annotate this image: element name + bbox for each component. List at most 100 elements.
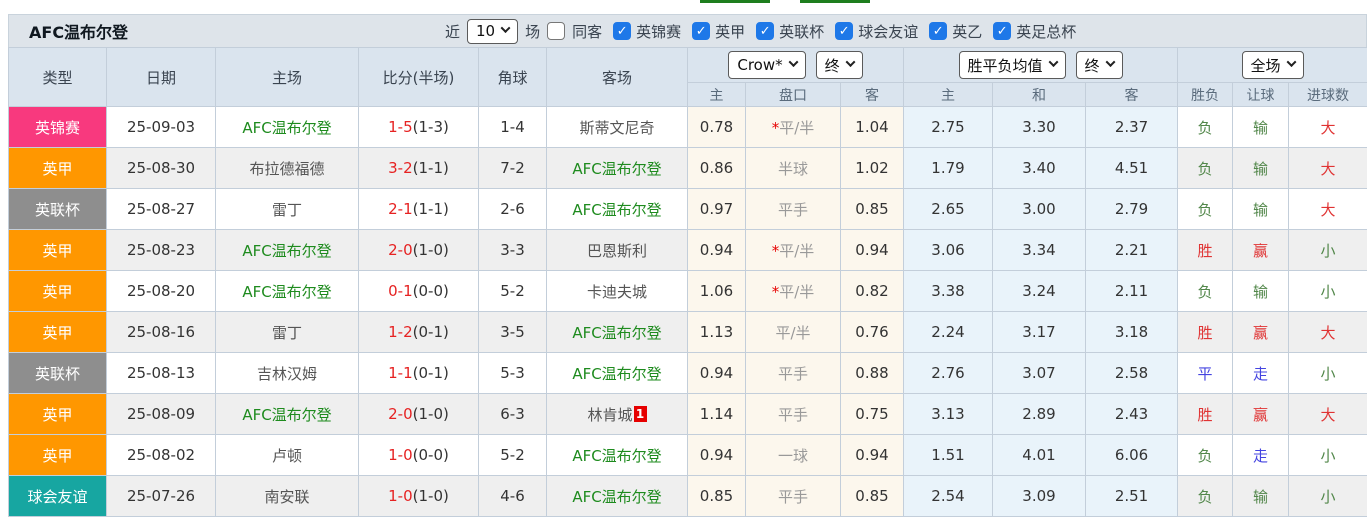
league-filter-checkbox[interactable]: ✓ bbox=[993, 22, 1012, 40]
avg-draw-cell: 3.00 bbox=[992, 188, 1086, 230]
odds-home-cell: 0.97 bbox=[687, 188, 746, 230]
away-team-name: 巴恩斯利 bbox=[586, 241, 647, 260]
halftime-score: (1-1) bbox=[412, 200, 449, 218]
away-team-name: AFC温布尔登 bbox=[572, 323, 662, 342]
odds-source-select[interactable]: Crow* bbox=[728, 51, 806, 79]
fulltime-score: 2-1 bbox=[388, 200, 413, 218]
check-icon: ✓ bbox=[695, 23, 707, 39]
league-filter-label: 英乙 bbox=[952, 22, 983, 41]
league-filter-checkbox[interactable]: ✓ bbox=[692, 22, 711, 40]
avg-draw-cell: 3.40 bbox=[992, 147, 1086, 189]
avg-draw-cell: 3.09 bbox=[992, 475, 1086, 517]
halftime-score: (1-0) bbox=[412, 405, 449, 423]
score-cell: 1-1(0-1) bbox=[358, 352, 479, 394]
league-filter-label: 英足总杯 bbox=[1016, 22, 1077, 41]
avg-away-cell: 2.43 bbox=[1084, 393, 1179, 435]
odds-home-cell: 0.86 bbox=[687, 147, 746, 189]
fulltime-score: 1-5 bbox=[388, 118, 413, 136]
odds-away-cell: 1.02 bbox=[840, 147, 904, 189]
odds-home-cell: 1.13 bbox=[687, 311, 746, 353]
match-row: 英甲 25-08-23 AFC温布尔登 2-0(1-0) 3-3 巴恩斯利 0.… bbox=[8, 229, 1367, 271]
avg-time-select[interactable]: 终 bbox=[1075, 51, 1123, 79]
same-away-checkbox[interactable] bbox=[547, 22, 566, 40]
match-row: 英甲 25-08-20 AFC温布尔登 0-1(0-0) 5-2 卡迪夫城 1.… bbox=[8, 270, 1367, 312]
home-team-cell: 布拉德福德 bbox=[215, 147, 359, 189]
handicap-result-cell: 走 bbox=[1232, 352, 1290, 394]
home-team-cell: AFC温布尔登 bbox=[215, 229, 359, 271]
halftime-score: (1-1) bbox=[412, 159, 449, 177]
chevron-down-icon bbox=[500, 23, 511, 34]
handicap-result-cell: 赢 bbox=[1232, 229, 1290, 271]
handicap-star: * bbox=[771, 282, 780, 301]
away-team-name: AFC温布尔登 bbox=[572, 446, 662, 465]
score-cell: 3-2(1-1) bbox=[358, 147, 479, 189]
corners-cell: 5-3 bbox=[478, 352, 547, 394]
match-row: 英联杯 25-08-27 雷丁 2-1(1-1) 2-6 AFC温布尔登 0.9… bbox=[8, 188, 1367, 230]
away-team-cell: AFC温布尔登 bbox=[546, 352, 688, 394]
handicap-name: 平/半 bbox=[779, 118, 815, 137]
date-cell: 25-08-30 bbox=[106, 147, 216, 189]
date-cell: 25-08-02 bbox=[106, 434, 216, 476]
active-tab-underline bbox=[700, 0, 770, 3]
goals-result-cell: 小 bbox=[1288, 475, 1367, 517]
subcol-avg-home: 主 bbox=[903, 82, 993, 107]
away-team-name: AFC温布尔登 bbox=[572, 159, 662, 178]
home-team-cell: 吉林汉姆 bbox=[215, 352, 359, 394]
match-row: 英甲 25-08-30 布拉德福德 3-2(1-1) 7-2 AFC温布尔登 0… bbox=[8, 147, 1367, 189]
avg-home-cell: 2.75 bbox=[903, 106, 993, 148]
handicap-result-cell: 输 bbox=[1232, 475, 1290, 517]
check-icon: ✓ bbox=[616, 23, 628, 39]
result-cell: 胜 bbox=[1177, 393, 1234, 435]
subcol-goals: 进球数 bbox=[1288, 82, 1367, 107]
avg-type-select[interactable]: 胜平负均值 bbox=[958, 51, 1066, 79]
check-icon: ✓ bbox=[996, 23, 1008, 39]
result-cell: 平 bbox=[1177, 352, 1234, 394]
goals-result-cell: 大 bbox=[1288, 147, 1367, 189]
odds-away-cell: 0.85 bbox=[840, 188, 904, 230]
recent-matches-panel: AFC温布尔登 近 10 场 同客 ✓ 英锦赛 ✓ 英甲 ✓ 英联杯 ✓ 球会友… bbox=[8, 14, 1367, 517]
date-cell: 25-08-27 bbox=[106, 188, 216, 230]
avg-away-cell: 2.51 bbox=[1084, 475, 1179, 517]
recent-count-value: 10 bbox=[476, 22, 496, 40]
subcol-handicap-result: 让球 bbox=[1232, 82, 1290, 107]
league-filter-checkbox[interactable]: ✓ bbox=[835, 22, 854, 40]
odds-time-select[interactable]: 终 bbox=[815, 51, 863, 79]
result-cell: 负 bbox=[1177, 188, 1234, 230]
odds-home-cell: 0.94 bbox=[687, 229, 746, 271]
away-team-name: AFC温布尔登 bbox=[572, 487, 662, 506]
column-header-away: 客场 bbox=[546, 47, 688, 107]
handicap-name: 半球 bbox=[777, 159, 808, 178]
avg-home-cell: 1.79 bbox=[903, 147, 993, 189]
league-cell: 英甲 bbox=[8, 270, 107, 312]
corners-cell: 5-2 bbox=[478, 434, 547, 476]
column-header-type: 类型 bbox=[8, 47, 107, 107]
halftime-score: (0-0) bbox=[412, 282, 449, 300]
recent-count-select[interactable]: 10 bbox=[467, 18, 519, 44]
date-cell: 25-08-09 bbox=[106, 393, 216, 435]
score-cell: 1-0(1-0) bbox=[358, 475, 479, 517]
corners-cell: 3-5 bbox=[478, 311, 547, 353]
period-select[interactable]: 全场 bbox=[1241, 51, 1304, 79]
avg-home-cell: 2.54 bbox=[903, 475, 993, 517]
handicap-result-cell: 输 bbox=[1232, 188, 1290, 230]
away-team-cell: 卡迪夫城 bbox=[546, 270, 688, 312]
odds-home-cell: 1.06 bbox=[687, 270, 746, 312]
home-team-cell: 雷丁 bbox=[215, 188, 359, 230]
league-cell: 球会友谊 bbox=[8, 475, 107, 517]
avg-away-cell: 3.18 bbox=[1084, 311, 1179, 353]
odds-home-cell: 0.85 bbox=[687, 475, 746, 517]
avg-away-cell: 2.21 bbox=[1084, 229, 1179, 271]
league-filter-checkbox[interactable]: ✓ bbox=[929, 22, 948, 40]
goals-result-cell: 大 bbox=[1288, 311, 1367, 353]
score-cell: 2-0(1-0) bbox=[358, 229, 479, 271]
score-cell: 2-1(1-1) bbox=[358, 188, 479, 230]
subcol-avg-draw: 和 bbox=[992, 82, 1086, 107]
odds-handicap-cell: 一球 bbox=[745, 434, 841, 476]
recent-matches-table: 类型 日期 主场 比分(半场) 角球 客场 Crow* 终 bbox=[8, 47, 1367, 517]
away-team-name: AFC温布尔登 bbox=[572, 200, 662, 219]
halftime-score: (1-0) bbox=[412, 487, 449, 505]
odds-away-cell: 0.85 bbox=[840, 475, 904, 517]
league-filter-checkbox[interactable]: ✓ bbox=[613, 22, 632, 40]
league-filter-checkbox[interactable]: ✓ bbox=[756, 22, 775, 40]
corners-cell: 4-6 bbox=[478, 475, 547, 517]
